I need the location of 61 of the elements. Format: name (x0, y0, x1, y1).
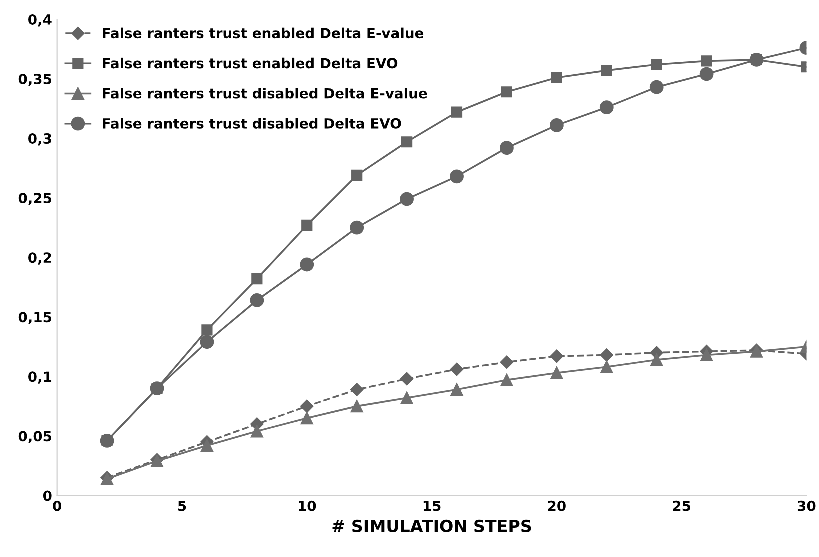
y-tick-label: 0,05 (18, 431, 52, 444)
x-tick-label: 0 (53, 500, 62, 512)
x-tick-label: 25 (673, 500, 691, 512)
point (550, 118, 564, 132)
point (350, 400, 364, 413)
x-tick-label: 20 (548, 500, 566, 512)
point (600, 348, 614, 362)
legend-label: False ranters trust disabled Delta E-value (103, 88, 428, 99)
y-tick-label: 0,4 (28, 14, 52, 27)
y-tick-label: 0,35 (18, 74, 52, 86)
y-tick-label: 0,2 (28, 252, 52, 265)
point (450, 384, 464, 396)
point (250, 425, 264, 438)
y-tick-label: 0,15 (18, 312, 52, 324)
point (551, 72, 562, 84)
point (350, 383, 364, 396)
point (400, 192, 414, 206)
y-tick-label: 0 (43, 490, 52, 502)
point (451, 106, 463, 118)
point (401, 136, 413, 148)
point (701, 56, 712, 67)
point (500, 141, 514, 156)
point (200, 335, 214, 350)
point (450, 362, 464, 376)
x-tick-label: 15 (424, 501, 441, 512)
point (300, 412, 314, 425)
point (200, 439, 214, 452)
x-tick-label: 5 (178, 501, 186, 512)
point (202, 324, 213, 336)
point (550, 366, 564, 380)
point (300, 258, 314, 272)
point (550, 350, 564, 364)
point (300, 400, 314, 414)
point (252, 273, 263, 285)
point (700, 348, 714, 362)
point (350, 220, 364, 235)
y-tick-label: 0,3 (28, 134, 52, 146)
point (650, 354, 664, 366)
point (250, 294, 264, 308)
y-tick-label: 0,25 (18, 193, 52, 206)
point (601, 65, 612, 76)
point (600, 100, 614, 115)
point (400, 392, 414, 404)
x-tick-label: 10 (299, 500, 316, 512)
legend-label: False ranters trust enabled Delta EVO (103, 58, 398, 69)
point (651, 59, 662, 70)
legend-label: False ranters trust disabled Delta EVO (103, 118, 402, 129)
x-tick-label: 30 (798, 500, 816, 512)
point (302, 220, 313, 232)
point (600, 360, 614, 374)
point (700, 67, 714, 82)
point (500, 356, 514, 369)
legend-label: False ranters trust enabled Delta E-value (103, 28, 424, 39)
point (501, 86, 513, 98)
point (500, 374, 514, 386)
y-tick-label: 0,1 (28, 372, 52, 384)
point (352, 170, 363, 182)
x-axis-title: # SIMULATION STEPS (332, 520, 532, 532)
point (400, 372, 414, 386)
point (650, 80, 664, 94)
point (450, 170, 464, 184)
